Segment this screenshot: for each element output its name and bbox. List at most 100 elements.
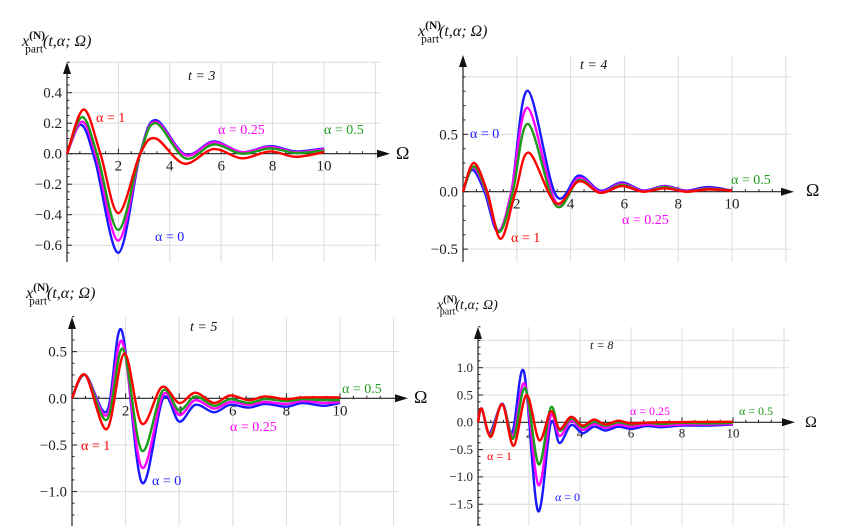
x-tick-label: 6 xyxy=(217,159,225,175)
x-tick-label: 2 xyxy=(122,403,130,419)
y-tick-label: 0.5 xyxy=(457,387,473,402)
series-line-1 xyxy=(65,108,325,215)
series-line-0-25 xyxy=(70,339,341,469)
chart-panel-bottom-left: 2 4 6 8 100.50.0−0.5−1.0Ωx(N) part(t,α; Ω)t =… xyxy=(25,282,427,526)
series-label: α = 1 xyxy=(487,449,512,463)
y-axis-arrow-icon xyxy=(63,62,71,74)
y-tick-label: −0.2 xyxy=(35,177,62,193)
y-tick-label: −0.5 xyxy=(431,242,458,258)
y-label-subscript: part xyxy=(29,295,48,307)
x-tick-label: 8 xyxy=(674,197,682,213)
y-label-arguments: (t,α; Ω) xyxy=(439,23,487,40)
chart-panel-top-left: 2 4 6 8 10 0.4 0.2 0.0 −0.2 −0.4 −0.6 Ωx(N) part(t,α… xyxy=(21,30,409,262)
time-annotation: t = 3 xyxy=(188,69,215,84)
chart-panel-top-right: 2 4 6 8 10 0.5 0.0 −0.5 Ωx(N) part(t,α; Ω) t = 4 α … xyxy=(417,20,819,262)
y-tick-label: 0.0 xyxy=(457,415,473,430)
series-label: α = 0.25 xyxy=(218,123,265,138)
x-tick-label: 4 xyxy=(166,159,174,175)
y-axis-arrow-icon xyxy=(68,317,76,329)
series-label: α = 0.25 xyxy=(230,420,277,435)
x-tick-label: 10 xyxy=(317,159,332,175)
time-annotation: t = 4 xyxy=(580,58,607,73)
y-axis-arrow-icon xyxy=(474,327,482,339)
series-label: α = 0 xyxy=(152,474,181,489)
x-tick-label: 10 xyxy=(333,403,348,419)
y-tick-label: 0.4 xyxy=(43,86,62,102)
y-tick-label: −0.5 xyxy=(449,442,473,457)
series-label: α = 0 xyxy=(555,490,580,504)
series-line-0-5 xyxy=(65,115,325,232)
y-tick-label: 0.2 xyxy=(43,116,62,132)
y-axis-arrow-icon xyxy=(459,55,467,67)
y-label-variable: x xyxy=(25,285,33,302)
x-axis-arrow-icon xyxy=(395,394,408,403)
series-line-0-25 xyxy=(461,106,733,232)
y-tick-label: 0.5 xyxy=(48,345,67,361)
series-line-0-5 xyxy=(70,347,341,452)
series-label: α = 1 xyxy=(96,111,125,126)
y-label-arguments: (t,α; Ω) xyxy=(43,33,91,50)
series-line-0 xyxy=(461,89,733,234)
y-label-variable: x xyxy=(21,33,29,50)
y-label-variable: x xyxy=(436,298,444,313)
series-line-1 xyxy=(70,352,341,431)
x-tick-label: 10 xyxy=(725,197,740,213)
y-tick-label: 0.5 xyxy=(439,127,458,143)
y-label-superscript: (N) xyxy=(33,282,49,294)
x-tick-label: 6 xyxy=(229,403,237,419)
x-axis-label: Ω xyxy=(806,180,819,200)
x-tick-label: 2 xyxy=(513,197,521,213)
y-tick-label: −0.5 xyxy=(40,438,67,454)
series-line-0-25 xyxy=(65,120,325,242)
x-tick-label: 8 xyxy=(269,159,277,175)
series-label: α = 0.5 xyxy=(739,404,773,418)
y-axis-label: x(N) part(t,α; Ω) xyxy=(417,20,487,46)
y-label-arguments: (t,α; Ω) xyxy=(455,298,498,313)
y-tick-label: −1.0 xyxy=(449,469,473,484)
x-axis-arrow-icon xyxy=(781,187,794,196)
x-tick-label: 2 xyxy=(115,159,123,175)
x-tick-label: 6 xyxy=(628,425,635,440)
series-line-1 xyxy=(461,151,733,240)
x-tick-label: 4 xyxy=(567,197,575,213)
x-axis-label: Ω xyxy=(396,143,409,163)
series-label: α = 0.5 xyxy=(324,123,364,138)
series-label: α = 1 xyxy=(511,231,540,246)
x-tick-label: 8 xyxy=(283,403,291,419)
y-tick-label: −0.4 xyxy=(35,208,63,224)
x-tick-label: 8 xyxy=(679,425,686,440)
y-label-superscript: (N) xyxy=(425,20,441,32)
y-label-superscript: (N) xyxy=(443,295,457,306)
y-label-arguments: (t,α; Ω) xyxy=(47,285,95,302)
series-label: α = 0.5 xyxy=(731,173,771,188)
series-line-0-5 xyxy=(461,122,733,234)
y-tick-label: −1.5 xyxy=(449,496,473,511)
y-axis-label: x(N) part(t,α; Ω) xyxy=(25,282,95,308)
y-tick-label: −0.6 xyxy=(35,238,63,254)
y-axis-label: x(N) part(t,α; Ω) xyxy=(436,295,498,318)
series-label: α = 0.25 xyxy=(622,213,669,228)
y-tick-label: 1.0 xyxy=(457,360,473,375)
y-tick-label: 0.0 xyxy=(48,391,67,407)
series-label: α = 0 xyxy=(155,230,184,245)
series-label: α = 0.5 xyxy=(342,382,382,397)
y-label-subscript: part xyxy=(25,43,44,55)
series-line-0 xyxy=(70,328,341,485)
y-tick-label: 0.0 xyxy=(439,185,458,201)
x-tick-label: 6 xyxy=(621,197,629,213)
y-label-superscript: (N) xyxy=(29,30,45,42)
x-axis-arrow-icon xyxy=(377,149,390,158)
y-tick-label: 0.0 xyxy=(43,147,62,163)
y-label-variable: x xyxy=(417,23,425,40)
chart-panel-bottom-right: 2 4 6 8 101.00.50.0−0.5−1.0−1.5Ωx(N) part(t,α… xyxy=(436,295,817,526)
y-axis-label: x(N) part(t,α; Ω) xyxy=(21,30,91,56)
time-annotation: t = 5 xyxy=(190,320,217,335)
series-label: α = 0 xyxy=(470,127,499,142)
x-axis-label: Ω xyxy=(414,387,427,407)
y-label-subscript: part xyxy=(421,33,440,45)
x-axis-label: Ω xyxy=(805,414,817,431)
series-line-1 xyxy=(476,393,734,448)
series-label: α = 0.25 xyxy=(630,404,670,418)
y-label-subscript: part xyxy=(440,307,456,318)
time-annotation: t = 8 xyxy=(590,338,613,352)
